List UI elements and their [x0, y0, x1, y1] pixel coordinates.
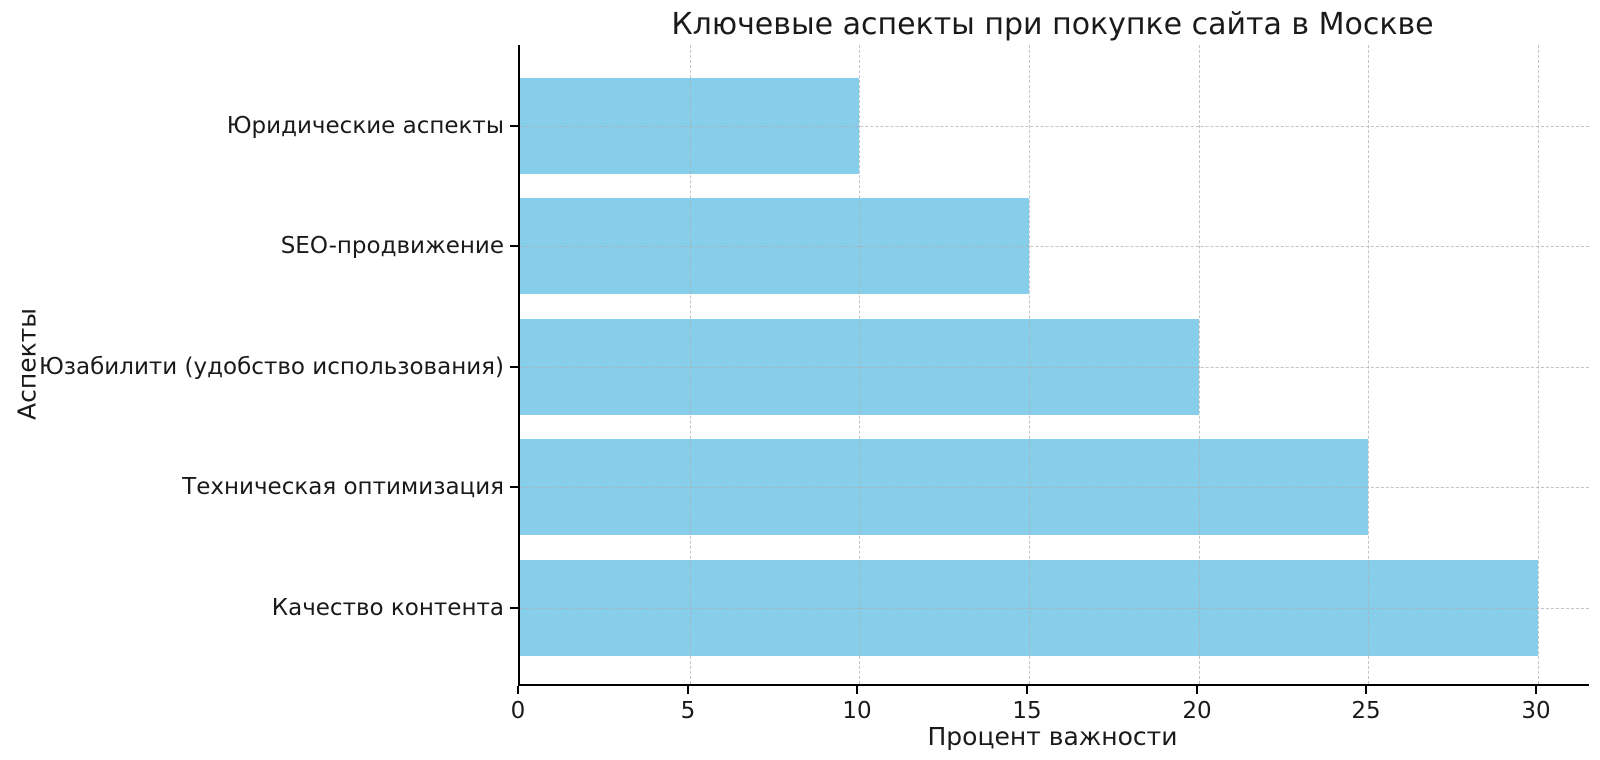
- x-tick-label: 30: [1521, 698, 1551, 724]
- plot-area: [518, 45, 1589, 686]
- y-tick-label: Юридические аспекты: [226, 113, 504, 139]
- x-tick-mark: [517, 686, 519, 694]
- x-axis-label: Процент важности: [927, 722, 1178, 751]
- gridline-vertical: [859, 45, 860, 684]
- x-tick-label: 25: [1351, 698, 1381, 724]
- x-tick-label: 0: [510, 698, 526, 724]
- gridline-horizontal: [520, 608, 1589, 609]
- gridline-horizontal: [520, 367, 1589, 368]
- x-tick-mark: [687, 686, 689, 694]
- x-tick-mark: [856, 686, 858, 694]
- x-tick-mark: [1026, 686, 1028, 694]
- chart-title: Ключевые аспекты при покупке сайта в Мос…: [671, 7, 1434, 42]
- y-tick-mark: [510, 125, 518, 127]
- y-tick-label: Техническая оптимизация: [182, 474, 504, 500]
- y-tick-label: Юзабилити (удобство использования): [38, 354, 504, 380]
- y-tick-mark: [510, 366, 518, 368]
- gridline-vertical: [1029, 45, 1030, 684]
- x-tick-mark: [1535, 686, 1537, 694]
- y-tick-mark: [510, 607, 518, 609]
- x-tick-mark: [1365, 686, 1367, 694]
- y-tick-label: Качество контента: [271, 595, 504, 621]
- x-tick-label: 15: [1012, 698, 1042, 724]
- gridline-horizontal: [520, 126, 1589, 127]
- y-tick-mark: [510, 245, 518, 247]
- gridline-vertical: [1368, 45, 1369, 684]
- gridline-vertical: [690, 45, 691, 684]
- x-tick-label: 5: [680, 698, 696, 724]
- x-tick-label: 10: [842, 698, 872, 724]
- gridline-horizontal: [520, 246, 1589, 247]
- y-tick-mark: [510, 486, 518, 488]
- y-tick-label: SEO-продвижение: [280, 233, 504, 259]
- x-tick-mark: [1196, 686, 1198, 694]
- gridline-vertical: [1538, 45, 1539, 684]
- gridline-vertical: [1199, 45, 1200, 684]
- gridline-horizontal: [520, 487, 1589, 488]
- x-tick-label: 20: [1182, 698, 1212, 724]
